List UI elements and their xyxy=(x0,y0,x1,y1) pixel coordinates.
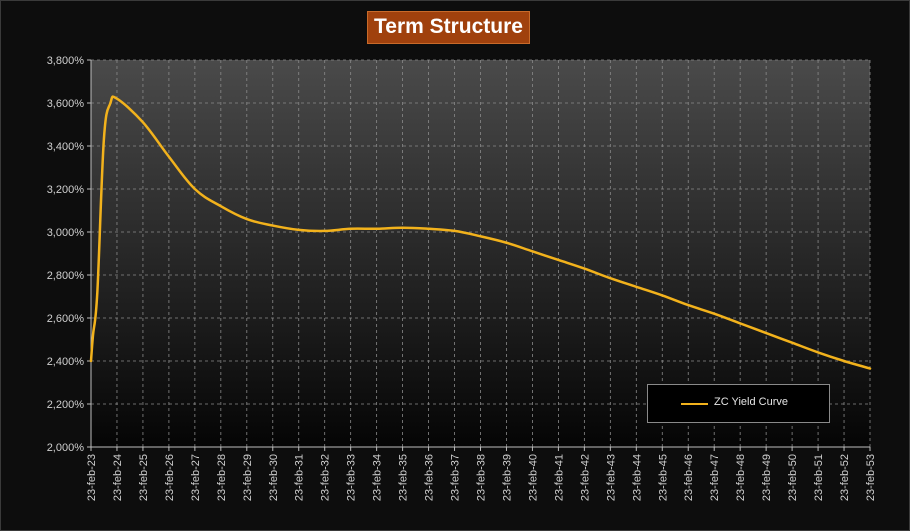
x-tick-label: 23-feb-35 xyxy=(398,454,410,501)
x-tick-label: 23-feb-39 xyxy=(501,454,513,501)
x-tick-label: 23-feb-34 xyxy=(372,454,384,501)
x-tick-label: 23-feb-26 xyxy=(164,454,176,501)
x-tick-label: 23-feb-23 xyxy=(86,454,98,501)
x-tick-label: 23-feb-37 xyxy=(450,454,462,501)
y-tick-label: 2,600% xyxy=(47,313,85,325)
series-line-zc-yield-curve xyxy=(89,95,872,370)
x-tick-label: 23-feb-40 xyxy=(527,454,539,501)
chart-title: Term Structure xyxy=(367,11,530,44)
x-tick-label: 23-feb-53 xyxy=(865,454,877,501)
x-tick-label: 23-feb-44 xyxy=(631,454,643,501)
x-tick-label: 23-feb-24 xyxy=(112,454,124,501)
x-tick-label: 23-feb-42 xyxy=(579,454,591,501)
y-tick-label: 2,400% xyxy=(47,356,85,368)
legend: ZC Yield Curve xyxy=(647,384,830,423)
x-tick-label: 23-feb-30 xyxy=(268,454,280,501)
x-tick-label: 23-feb-36 xyxy=(424,454,436,501)
legend-label: ZC Yield Curve xyxy=(714,396,788,408)
x-tick-label: 23-feb-48 xyxy=(735,454,747,501)
x-tick-label: 23-feb-31 xyxy=(294,454,306,501)
y-tick-label: 3,800% xyxy=(47,55,85,67)
x-tick-label: 23-feb-28 xyxy=(216,454,228,501)
x-tick-label: 23-feb-50 xyxy=(787,454,799,501)
x-tick-label: 23-feb-27 xyxy=(190,454,202,501)
y-tick-label: 2,800% xyxy=(47,270,85,282)
legend-swatch xyxy=(681,403,708,405)
y-tick-label: 3,000% xyxy=(47,227,85,239)
x-tick-label: 23-feb-51 xyxy=(813,454,825,501)
y-tick-label: 3,200% xyxy=(47,184,85,196)
x-tick-label: 23-feb-33 xyxy=(346,454,358,501)
y-tick-label: 2,000% xyxy=(47,442,85,454)
x-tick-label: 23-feb-45 xyxy=(657,454,669,501)
y-tick-label: 3,600% xyxy=(47,98,85,110)
x-tick-label: 23-feb-43 xyxy=(605,454,617,501)
y-tick-labels: 2,000% 2,200% 2,400% 2,600% 2,800% 3,000% 3,20… xyxy=(47,55,85,454)
x-tick-label: 23-feb-41 xyxy=(553,454,565,501)
x-tick-label: 23-feb-32 xyxy=(320,454,332,501)
y-tick-label: 2,200% xyxy=(47,399,85,411)
x-tick-label: 23-feb-25 xyxy=(138,454,150,501)
x-tick-label: 23-feb-46 xyxy=(683,454,695,501)
x-tick-label: 23-feb-47 xyxy=(709,454,721,501)
x-tick-labels: 23-feb-23 23-feb-24 23-feb-25 23-feb-26 23-f… xyxy=(86,454,877,501)
x-tick-label: 23-feb-49 xyxy=(761,454,773,501)
axes xyxy=(87,59,871,451)
x-tick-label: 23-feb-52 xyxy=(839,454,851,501)
x-tick-label: 23-feb-29 xyxy=(242,454,254,501)
x-tick-label: 23-feb-38 xyxy=(476,454,488,501)
y-tick-label: 3,400% xyxy=(47,141,85,153)
